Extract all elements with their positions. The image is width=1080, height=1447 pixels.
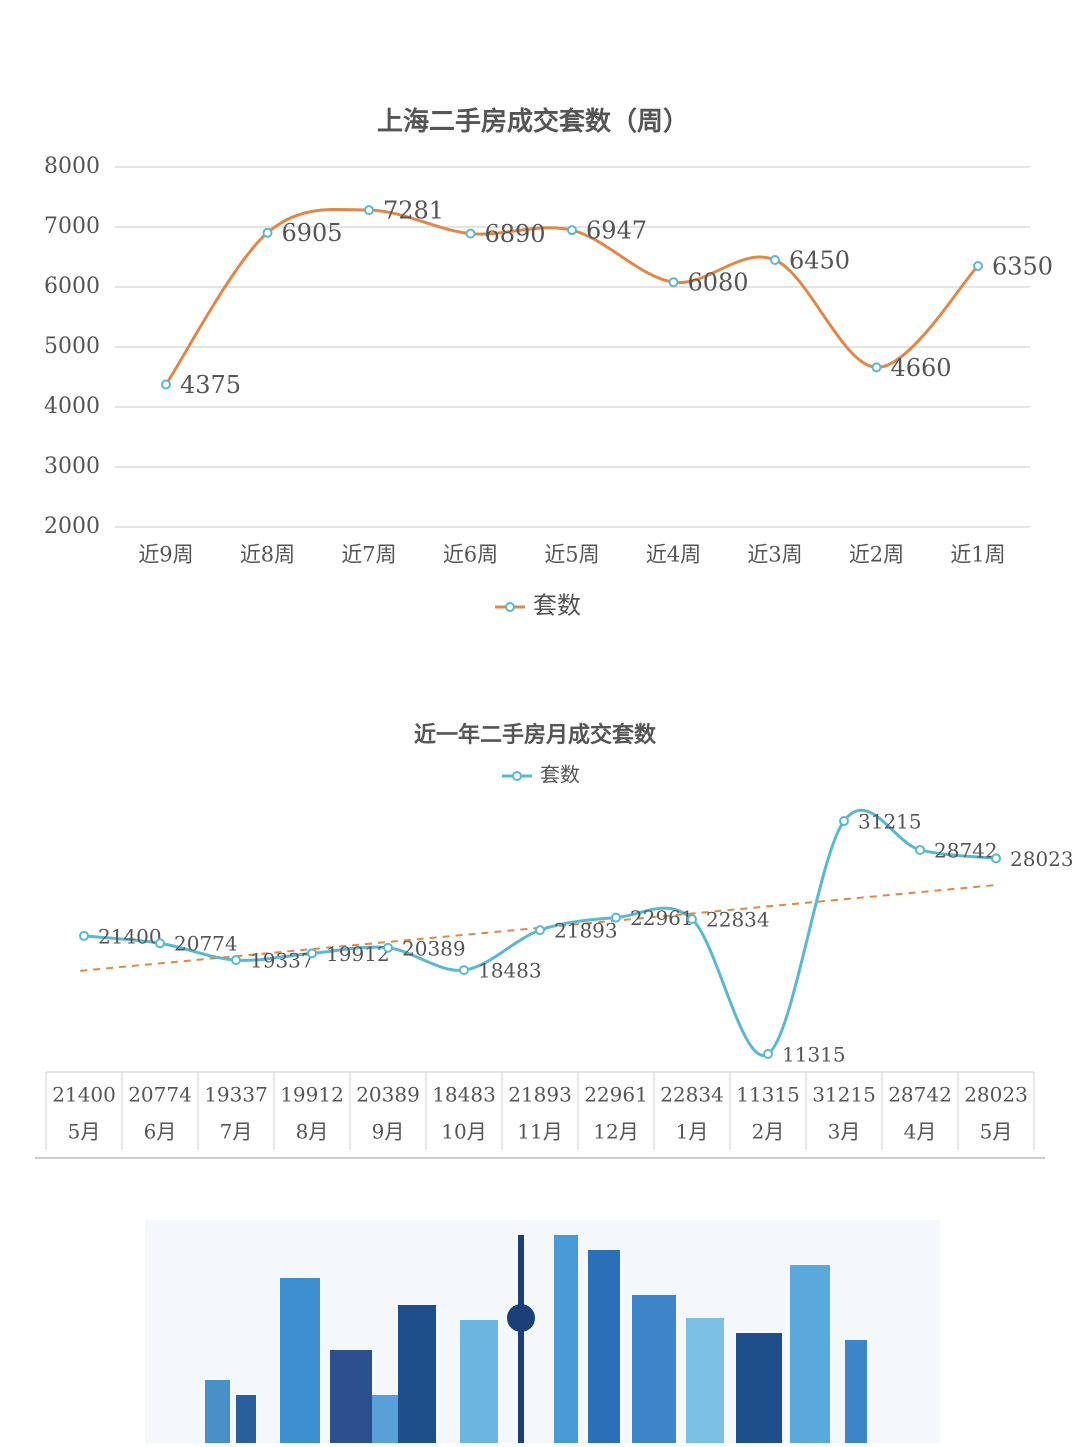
point [79, 930, 89, 941]
data-label: 6890 [485, 220, 546, 248]
data-label: 4375 [180, 371, 241, 399]
table-category: 12月 [593, 1120, 638, 1144]
y-tick-label: 8000 [44, 154, 100, 179]
y-tick-label: 7000 [44, 214, 100, 239]
data-label: 4660 [891, 354, 952, 382]
data-label: 20774 [174, 932, 238, 956]
table-value: 28023 [964, 1083, 1028, 1107]
table-value: 21893 [508, 1083, 572, 1107]
table-category: 11月 [517, 1120, 562, 1144]
x-tick-label: 近1周 [950, 543, 1005, 567]
table-category: 1月 [676, 1120, 709, 1144]
table-category: 6月 [144, 1120, 177, 1144]
data-label: 21893 [554, 919, 618, 943]
table-category: 3月 [828, 1120, 861, 1144]
x-tick-label: 近3周 [747, 543, 802, 567]
data-label: 6905 [282, 219, 343, 247]
chart-title: 近一年二手房月成交套数 [414, 722, 657, 748]
x-tick-label: 近2周 [849, 543, 904, 567]
data-label: 11315 [782, 1043, 846, 1067]
data-label: 22961 [630, 906, 694, 930]
x-tick-label: 近5周 [544, 543, 599, 567]
x-tick-label: 近7周 [341, 543, 396, 567]
data-label: 31215 [858, 810, 922, 834]
table-value: 31215 [812, 1083, 876, 1107]
chart-title: 上海二手房成交套数（周） [377, 106, 689, 137]
point [871, 362, 882, 373]
data-label: 20389 [402, 936, 466, 960]
data-label: 19337 [250, 949, 314, 973]
data-label: 6947 [586, 217, 647, 245]
data-label: 7281 [383, 197, 444, 225]
point [262, 227, 273, 238]
table-category: 2月 [752, 1120, 785, 1144]
point [839, 816, 849, 826]
y-tick-label: 4000 [44, 394, 100, 419]
table-category: 9月 [372, 1120, 405, 1144]
table-value: 11315 [736, 1083, 800, 1107]
table-category: 5月 [980, 1120, 1013, 1144]
point [161, 379, 171, 390]
data-label: 28742 [934, 838, 998, 862]
point [763, 1049, 773, 1059]
table-value: 19912 [280, 1083, 344, 1107]
table-category: 8月 [296, 1120, 329, 1144]
legend-label: 套数 [540, 763, 580, 787]
x-tick-label: 近4周 [646, 543, 701, 567]
table-value: 22961 [584, 1083, 648, 1107]
table-value: 21400 [52, 1083, 116, 1107]
x-tick-label: 近9周 [138, 543, 193, 567]
point [915, 844, 925, 855]
data-label: 19912 [326, 942, 390, 966]
point [155, 938, 165, 949]
y-tick-label: 6000 [44, 274, 100, 299]
point [611, 912, 621, 923]
point [231, 955, 241, 966]
data-label: 6450 [789, 247, 850, 275]
data-label: 28023 [1010, 847, 1074, 871]
data-label: 18483 [478, 959, 542, 983]
data-label: 6080 [688, 269, 749, 297]
skyline [145, 1220, 940, 1443]
point [668, 277, 679, 288]
table-category: 7月 [220, 1120, 253, 1144]
y-tick-label: 3000 [44, 454, 100, 479]
point [973, 261, 983, 271]
point [459, 965, 469, 976]
table-value: 19337 [204, 1083, 268, 1107]
data-label: 6350 [992, 253, 1053, 281]
table-category: 5月 [68, 1120, 101, 1144]
point [383, 942, 393, 953]
point [770, 255, 780, 265]
point [567, 225, 577, 236]
legend-marker [512, 771, 522, 781]
point [535, 925, 545, 936]
legend-marker [505, 602, 515, 612]
table-value: 20774 [128, 1083, 192, 1107]
point [465, 228, 476, 239]
y-tick-label: 5000 [44, 334, 100, 359]
table-value: 22834 [660, 1083, 724, 1107]
x-tick-label: 近8周 [240, 543, 295, 567]
table-category: 4月 [904, 1120, 937, 1144]
point [991, 853, 1001, 864]
point [364, 205, 374, 216]
x-tick-label: 近6周 [443, 543, 498, 567]
table-value: 18483 [432, 1083, 496, 1107]
y-tick-label: 2000 [44, 514, 100, 539]
data-label: 22834 [706, 908, 770, 932]
data-label: 21400 [98, 924, 162, 948]
point [687, 914, 697, 925]
point [307, 948, 317, 959]
table-value: 28742 [888, 1083, 952, 1107]
legend-label: 套数 [533, 592, 581, 620]
table-value: 20389 [356, 1083, 420, 1107]
table-category: 10月 [441, 1120, 486, 1144]
